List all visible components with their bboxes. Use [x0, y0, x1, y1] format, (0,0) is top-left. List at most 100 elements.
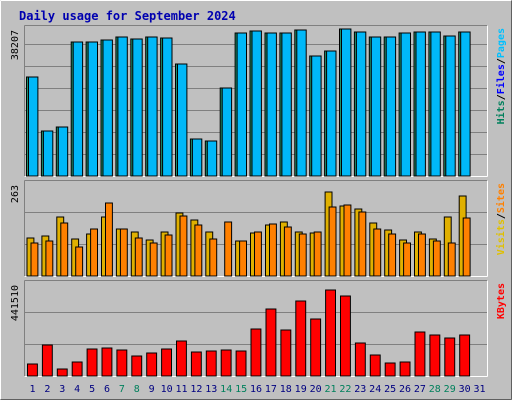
bar-sites-day-26: [403, 242, 412, 277]
bar-files-day-2: [42, 130, 54, 177]
x-tick-label-day-21: 21: [324, 384, 336, 395]
bar-files-day-1: [28, 76, 39, 177]
legend-entry: Sites: [495, 183, 507, 213]
bar-sites-day-17: [269, 223, 277, 277]
bar-kbytes-day-22: [340, 295, 351, 377]
bar-sites-day-14: [224, 221, 233, 277]
x-tick-label-day-3: 3: [59, 384, 65, 395]
bar-sites-day-5: [90, 228, 98, 277]
bar-kbytes-day-18: [280, 329, 292, 377]
x-tick-label-day-5: 5: [89, 384, 95, 395]
x-tick-label-day-14: 14: [220, 384, 232, 395]
bar-kbytes-day-26: [399, 361, 411, 377]
bar-files-day-12: [191, 138, 203, 177]
bar-files-day-30: [460, 31, 471, 177]
bar-kbytes-day-23: [354, 342, 366, 377]
bar-sites-day-16: [254, 231, 262, 277]
x-tick-label-day-24: 24: [369, 384, 381, 395]
bar-files-day-20: [311, 55, 322, 177]
legend-separator: /: [496, 94, 507, 100]
bar-kbytes-day-25: [384, 362, 396, 377]
bar-sites-day-24: [373, 228, 382, 277]
x-tick-label-day-27: 27: [414, 384, 426, 395]
bar-files-day-25: [385, 36, 397, 177]
bars: [26, 28, 471, 177]
bar-sites-day-13: [209, 238, 218, 277]
panel-3: 441510 KBytes: [10, 280, 507, 377]
bar-sites-day-27: [418, 233, 426, 277]
x-tick-label-day-4: 4: [74, 384, 80, 395]
bar-files-day-14: [221, 87, 233, 177]
axis-max-label: 441510: [10, 285, 21, 321]
bar-kbytes-day-13: [205, 350, 217, 377]
x-tick-label-day-30: 30: [459, 384, 471, 395]
x-tick-label-day-10: 10: [161, 384, 173, 395]
x-tick-label-day-29: 29: [444, 384, 456, 395]
bar-files-day-11: [177, 63, 188, 177]
bar-sites-day-18: [283, 226, 292, 277]
bar-files-day-8: [132, 38, 143, 177]
bar-kbytes-day-19: [295, 300, 307, 377]
bar-sites-day-15: [239, 240, 248, 277]
bar-sites-day-9: [149, 242, 158, 277]
bar-files-day-26: [400, 32, 412, 177]
axis-max-label: 263: [10, 185, 21, 203]
bar-kbytes-day-20: [310, 318, 322, 377]
bar-sites-day-19: [298, 233, 307, 277]
x-tick-label-day-11: 11: [175, 384, 187, 395]
bar-files-day-23: [355, 31, 367, 177]
bar-kbytes-day-1: [27, 363, 38, 377]
bar-files-day-3: [57, 126, 69, 177]
bar-sites-day-2: [45, 240, 54, 277]
bar-kbytes-day-29: [444, 337, 456, 377]
bar-files-day-28: [430, 31, 441, 177]
bar-sites-day-25: [388, 233, 397, 277]
bar-sites-day-11: [179, 215, 188, 277]
bar-sites-day-8: [134, 237, 143, 277]
x-tick-label-day-2: 2: [44, 384, 50, 395]
bar-sites-day-4: [75, 246, 84, 277]
x-tick-label-day-23: 23: [354, 384, 366, 395]
x-tick-label-day-8: 8: [134, 384, 140, 395]
bar-files-day-13: [206, 140, 218, 177]
x-tick-label-day-22: 22: [339, 384, 351, 395]
bar-sites-day-12: [194, 224, 203, 277]
bar-files-day-7: [117, 36, 128, 177]
x-tick-label-day-28: 28: [429, 384, 441, 395]
bar-sites-day-22: [343, 204, 352, 277]
bar-kbytes-day-12: [190, 351, 202, 377]
bar-kbytes-day-11: [176, 340, 187, 377]
bar-kbytes-day-28: [429, 334, 441, 377]
bar-kbytes-day-4: [71, 361, 83, 377]
bar-sites-day-30: [462, 217, 471, 277]
bars: [27, 289, 471, 377]
bar-sites-day-20: [313, 231, 322, 277]
bar-kbytes-day-24: [369, 354, 381, 377]
chart-title: Daily usage for September 2024: [19, 9, 236, 23]
bar-sites-day-7: [119, 228, 128, 277]
bar-files-day-6: [102, 39, 113, 177]
bar-sites-day-21: [328, 206, 337, 277]
legend-separator: /: [496, 213, 507, 219]
x-tick-label-day-31: 31: [473, 384, 485, 395]
panel-legend: Visits/Sites: [495, 183, 507, 255]
x-axis-labels: 1 2 3 4 5 6 7 8 9 10 11 12 13 14 15 16 17 18 19 20 21 22 23 24 2…: [29, 384, 485, 395]
bar-kbytes-day-9: [146, 352, 158, 377]
x-tick-label-day-19: 19: [295, 384, 307, 395]
bar-sites-day-3: [60, 222, 69, 277]
legend-entry: KBytes: [496, 283, 507, 319]
x-tick-label-day-9: 9: [149, 384, 155, 395]
bars: [26, 191, 471, 277]
bar-files-day-27: [415, 31, 426, 177]
legend-entry: Pages: [496, 28, 507, 58]
bar-kbytes-day-10: [161, 348, 173, 377]
bar-kbytes-day-5: [86, 348, 98, 377]
x-tick-label-day-18: 18: [280, 384, 292, 395]
bar-files-day-9: [147, 36, 158, 177]
bar-kbytes-day-30: [459, 334, 471, 377]
bar-sites-day-28: [432, 240, 441, 277]
bar-files-day-21: [326, 50, 337, 177]
bar-kbytes-day-16: [250, 328, 262, 377]
